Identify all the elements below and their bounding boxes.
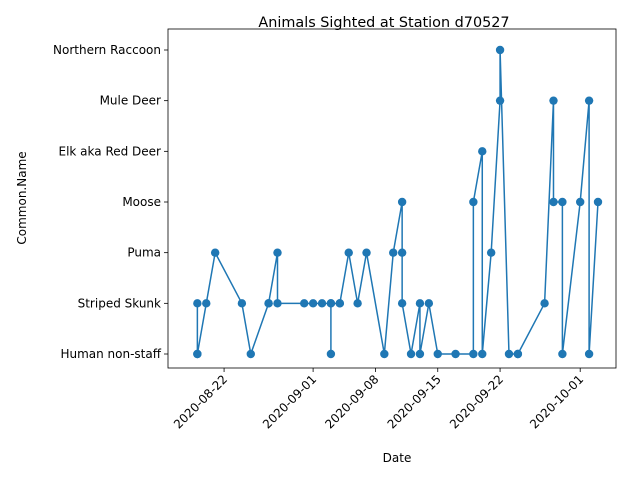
data-point <box>593 197 603 207</box>
y-tick-label: Northern Raccoon <box>53 43 161 57</box>
data-point <box>495 96 505 105</box>
data-point <box>558 197 567 207</box>
data-point <box>326 349 336 359</box>
data-point <box>300 299 309 308</box>
y-axis-label: Common.Name <box>15 151 29 244</box>
x-tick-label: 2020-09-08 <box>322 372 381 431</box>
x-tick-label: 2020-09-22 <box>447 372 506 431</box>
data-point <box>237 299 247 308</box>
chart-title: Animals Sighted at Station d70527 <box>258 15 509 31</box>
data-point <box>246 349 255 359</box>
y-tick-label: Moose <box>122 195 161 209</box>
data-point <box>308 299 318 308</box>
y-tick-label: Mule Deer <box>100 94 161 108</box>
data-point <box>424 299 434 308</box>
data-point <box>397 299 407 308</box>
data-point <box>264 299 273 308</box>
data-point <box>353 299 362 308</box>
y-tick-label: Puma <box>127 246 161 260</box>
y-tick-label: Human non-staff <box>60 347 161 361</box>
data-point <box>495 45 505 55</box>
data-point <box>406 349 416 359</box>
x-tick-label: 2020-08-22 <box>171 372 230 431</box>
data-point <box>415 299 425 308</box>
data-point <box>397 197 407 207</box>
data-point <box>193 349 202 359</box>
plot-area <box>193 45 603 359</box>
plot-frame <box>167 28 617 369</box>
data-point <box>584 96 594 105</box>
data-point <box>558 349 567 359</box>
data-point <box>380 349 389 359</box>
data-point <box>317 299 327 308</box>
data-point <box>397 248 407 257</box>
data-point <box>584 349 594 359</box>
data-point <box>415 349 425 359</box>
x-axis-label: Date <box>383 451 412 465</box>
x-tick-label: 2020-09-01 <box>260 372 319 431</box>
data-point <box>344 248 353 257</box>
y-tick-label: Elk aka Red Deer <box>59 144 162 158</box>
x-tick-label: 2020-10-01 <box>527 372 586 431</box>
y-axis: Human non-staff Striped Skunk Puma Moose Elk… <box>53 43 168 361</box>
data-point <box>504 349 514 359</box>
data-point <box>210 248 220 257</box>
data-point <box>478 349 487 359</box>
data-point <box>193 299 202 308</box>
x-axis: 2020-08-22 2020-09-01 2020-09-08 2020-09-15… <box>171 368 586 431</box>
data-point <box>335 299 345 308</box>
data-point <box>326 299 336 308</box>
data-point <box>273 248 282 257</box>
data-point <box>478 147 487 156</box>
data-point <box>451 349 460 359</box>
data-point <box>469 349 478 359</box>
series-line <box>196 49 599 355</box>
data-point <box>540 299 549 308</box>
data-point <box>389 248 398 257</box>
data-point <box>469 197 478 207</box>
data-point <box>513 349 523 359</box>
data-point <box>362 248 371 257</box>
data-point <box>486 248 496 257</box>
y-tick-label: Striped Skunk <box>78 296 161 310</box>
x-tick-label: 2020-09-15 <box>385 372 444 431</box>
data-point <box>576 197 585 207</box>
data-point <box>433 349 442 359</box>
data-point <box>549 197 558 207</box>
data-point <box>273 299 282 308</box>
data-point <box>202 299 211 308</box>
data-point <box>549 96 558 105</box>
